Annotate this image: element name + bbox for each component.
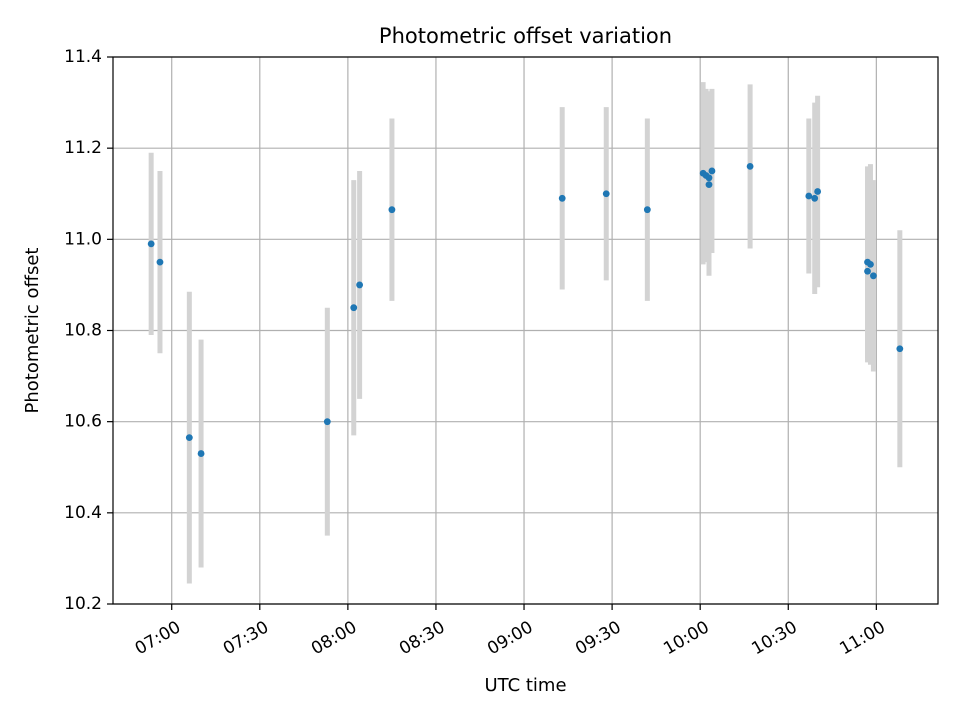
data-point xyxy=(896,345,904,353)
data-point xyxy=(323,418,331,426)
data-point xyxy=(350,304,358,312)
x-tick-label: 07:00 xyxy=(132,617,184,659)
x-tick-label: 09:00 xyxy=(484,617,536,659)
x-tick-label: 08:00 xyxy=(308,617,360,659)
y-tick-label: 10.8 xyxy=(64,321,102,341)
y-tick-label: 10.4 xyxy=(64,503,102,523)
data-point xyxy=(388,206,396,214)
y-axis-label: Photometric offset xyxy=(22,248,43,414)
data-point xyxy=(864,267,871,275)
data-point xyxy=(156,258,164,266)
x-tick-label: 07:30 xyxy=(220,617,272,659)
data-point xyxy=(867,261,874,268)
x-tick-label: 08:30 xyxy=(396,617,448,659)
x-axis-label: UTC time xyxy=(484,675,566,696)
chart-title: Photometric offset variation xyxy=(379,24,672,48)
data-point xyxy=(814,188,822,195)
data-point xyxy=(705,181,713,189)
data-point xyxy=(643,206,651,214)
x-tick-label: 10:00 xyxy=(660,617,712,659)
data-point xyxy=(805,192,813,200)
y-tick-label: 10.6 xyxy=(64,412,102,432)
x-tick-label: 11:00 xyxy=(836,617,888,659)
errorbars xyxy=(148,82,903,584)
data-point xyxy=(870,272,877,280)
data-points xyxy=(147,163,904,457)
data-point xyxy=(185,434,193,442)
y-tick-label: 10.2 xyxy=(64,594,102,614)
data-point xyxy=(356,281,364,289)
data-point xyxy=(746,163,754,170)
data-point xyxy=(708,167,716,175)
y-tick-label: 11.4 xyxy=(64,47,102,67)
grid xyxy=(113,56,938,605)
data-point xyxy=(811,194,819,202)
data-point xyxy=(147,240,155,248)
data-point xyxy=(558,194,566,202)
x-tick-label: 10:30 xyxy=(748,617,800,659)
x-tick-label: 09:30 xyxy=(572,617,624,659)
data-point xyxy=(705,174,713,182)
data-point xyxy=(197,450,205,457)
data-point xyxy=(602,190,610,198)
y-tick-label: 11.2 xyxy=(64,138,102,158)
y-tick-label: 11.0 xyxy=(64,229,102,249)
